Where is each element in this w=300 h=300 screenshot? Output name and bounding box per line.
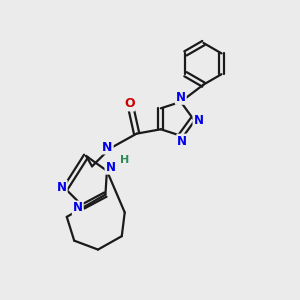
Text: N: N <box>106 161 116 174</box>
Text: N: N <box>176 91 186 104</box>
Text: O: O <box>124 98 134 110</box>
Text: N: N <box>177 135 187 148</box>
Text: N: N <box>102 140 113 154</box>
Text: N: N <box>194 114 203 127</box>
Text: H: H <box>120 155 129 165</box>
Text: N: N <box>57 181 67 194</box>
Text: N: N <box>73 202 83 214</box>
